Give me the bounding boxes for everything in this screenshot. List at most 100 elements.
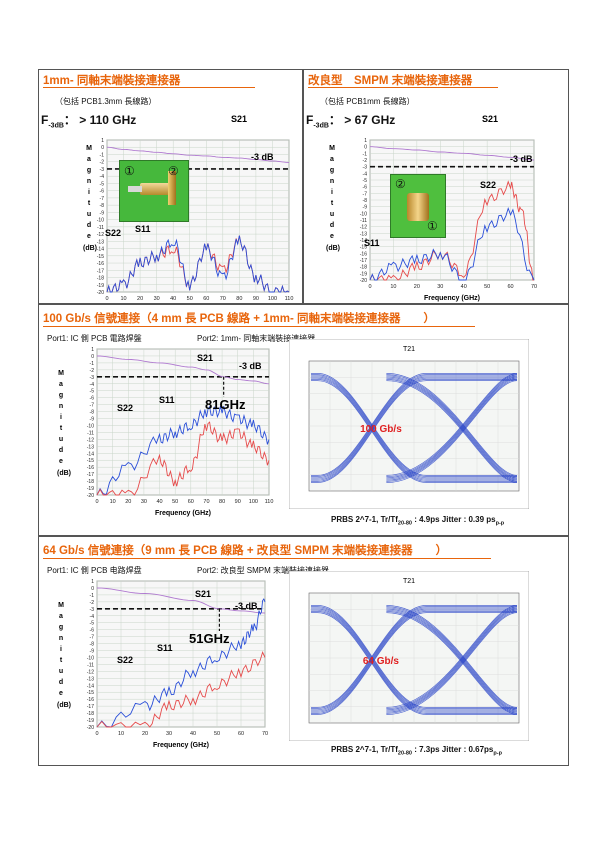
eye-trace-rising (311, 377, 517, 481)
y-tick-label: -8 (100, 203, 105, 209)
y-axis-label-letter: n (59, 635, 63, 642)
y-tick-label: -15 (97, 254, 104, 260)
x-tick-label: 50 (214, 731, 220, 737)
x-tick-label: 110 (265, 499, 274, 505)
x-axis-label: Frequency (GHz) (155, 510, 211, 517)
sparam-chart: -20-19-18-17-16-15-14-13-12-11-10-9-8-7-… (57, 347, 274, 517)
y-tick-label: -13 (360, 231, 367, 237)
title-underline (43, 558, 491, 559)
eye-trace-rising (311, 376, 517, 480)
y-axis-label-letter: d (330, 222, 334, 229)
port2-desc: Port2: 1mm- 同軸末端裝接連接器 (197, 334, 316, 343)
y-tick-label: -1 (363, 151, 368, 157)
y-axis-label-letter: g (87, 167, 91, 174)
x-tick-label: 10 (118, 731, 124, 737)
y-tick-label: -1 (90, 593, 95, 599)
eye-trace-rising (386, 374, 518, 477)
x-tick-label: 10 (390, 284, 396, 290)
y-tick-label: -1 (90, 361, 95, 367)
y-axis-label-letter: d (59, 447, 63, 454)
s22-label: S22 (117, 403, 133, 413)
y-tick-label: -3 (90, 375, 95, 381)
eye-trace-rising (386, 377, 518, 481)
y-tick-label: -8 (90, 410, 95, 416)
x-axis-label: Frequency (GHz) (153, 742, 209, 749)
panel-100g-link: 100 Gb/s 信號連接（4 mm 長 PCB 線路 + 1mm- 同軸末端裝… (38, 304, 569, 536)
eye-trace-rising (311, 612, 517, 715)
connector-photo: ① ② (119, 160, 189, 222)
y-tick-label: -14 (87, 683, 94, 689)
port1-marker: ① (124, 164, 135, 178)
x-tick-label: 40 (461, 284, 467, 290)
eye-trace-rising (386, 611, 518, 714)
series-s22-line (369, 180, 534, 281)
y-axis-label-letter: u (330, 211, 334, 218)
y-tick-label: -17 (87, 704, 94, 710)
port2-marker: ② (168, 164, 179, 178)
x-tick-label: 60 (203, 296, 209, 302)
x-tick-label: 40 (170, 296, 176, 302)
panel-title: 100 Gb/s 信號連接（4 mm 長 PCB 線路 + 1mm- 同軸末端裝… (43, 313, 436, 325)
f3db-readout: F-3dB： > 110 GHz (41, 113, 137, 130)
eye-rate-label: 100 Gb/s (360, 424, 402, 435)
x-tick-label: 30 (437, 284, 443, 290)
y-unit-label: (dB) (57, 702, 71, 709)
y-tick-label: 1 (101, 138, 104, 144)
y-axis-label-letter: i (60, 646, 62, 653)
y-tick-label: -6 (100, 189, 105, 195)
y-tick-label: -20 (360, 278, 367, 284)
port2-marker: ② (395, 177, 406, 191)
y-tick-label: -8 (90, 642, 95, 648)
eye-trace-rising (386, 608, 518, 712)
y-tick-label: -4 (90, 382, 95, 388)
y-tick-label: -16 (87, 697, 94, 703)
y-tick-label: -11 (360, 218, 367, 224)
y-tick-label: -18 (97, 276, 104, 282)
eye-diagram: T21 64 Gb/s (289, 571, 529, 741)
y-axis-label-letter: n (330, 178, 334, 185)
y-tick-label: -5 (363, 178, 368, 184)
port1-desc: Port1: IC 側 PCB 電路焊盤 (47, 334, 142, 343)
x-tick-label: 50 (484, 284, 490, 290)
eye-trace-rising (386, 609, 518, 713)
y-tick-label: -19 (87, 486, 94, 492)
y-tick-label: -2 (90, 368, 95, 374)
s11-label: S11 (135, 224, 151, 234)
y-tick-label: -11 (87, 430, 94, 436)
connector-photo: ② ① (390, 174, 446, 238)
y-tick-label: -17 (97, 268, 104, 274)
x-tick-label: 0 (105, 296, 108, 302)
x-tick-label: 20 (125, 499, 131, 505)
y-axis-label-letter: a (59, 613, 63, 620)
y-tick-label: -13 (97, 239, 104, 245)
y-tick-label: -18 (87, 479, 94, 485)
x-tick-label: 110 (285, 296, 294, 302)
series-s11-line (96, 405, 270, 496)
eye-diagram: T21 100 Gb/s (289, 339, 529, 509)
y-tick-label: -4 (363, 171, 368, 177)
eye-trace-rising (386, 605, 518, 708)
y-tick-label: -16 (360, 251, 367, 257)
y-tick-label: -16 (87, 465, 94, 471)
y-tick-label: -5 (100, 181, 105, 187)
y-tick-label: -2 (100, 160, 105, 166)
eye-trace-rising (311, 373, 517, 476)
x-tick-label: 30 (141, 499, 147, 505)
y-axis-label-letter: g (59, 624, 63, 631)
y-tick-label: -11 (87, 662, 94, 668)
y-tick-label: -14 (360, 238, 367, 244)
series-s22-line (96, 651, 266, 728)
y-tick-label: -7 (90, 403, 95, 409)
title-underline (43, 326, 475, 327)
x-tick-label: 80 (219, 499, 225, 505)
y-axis-label-letter: d (87, 222, 91, 229)
y-tick-label: -2 (90, 600, 95, 606)
eye-trace-rising (386, 379, 518, 482)
eye-trace-rising (386, 612, 518, 715)
y-tick-label: -12 (87, 669, 94, 675)
series-s11-line (106, 235, 290, 293)
y-tick-label: -19 (360, 271, 367, 277)
x-tick-label: 70 (220, 296, 226, 302)
eye-trace-rising (386, 376, 518, 480)
y-tick-label: -9 (90, 417, 95, 423)
